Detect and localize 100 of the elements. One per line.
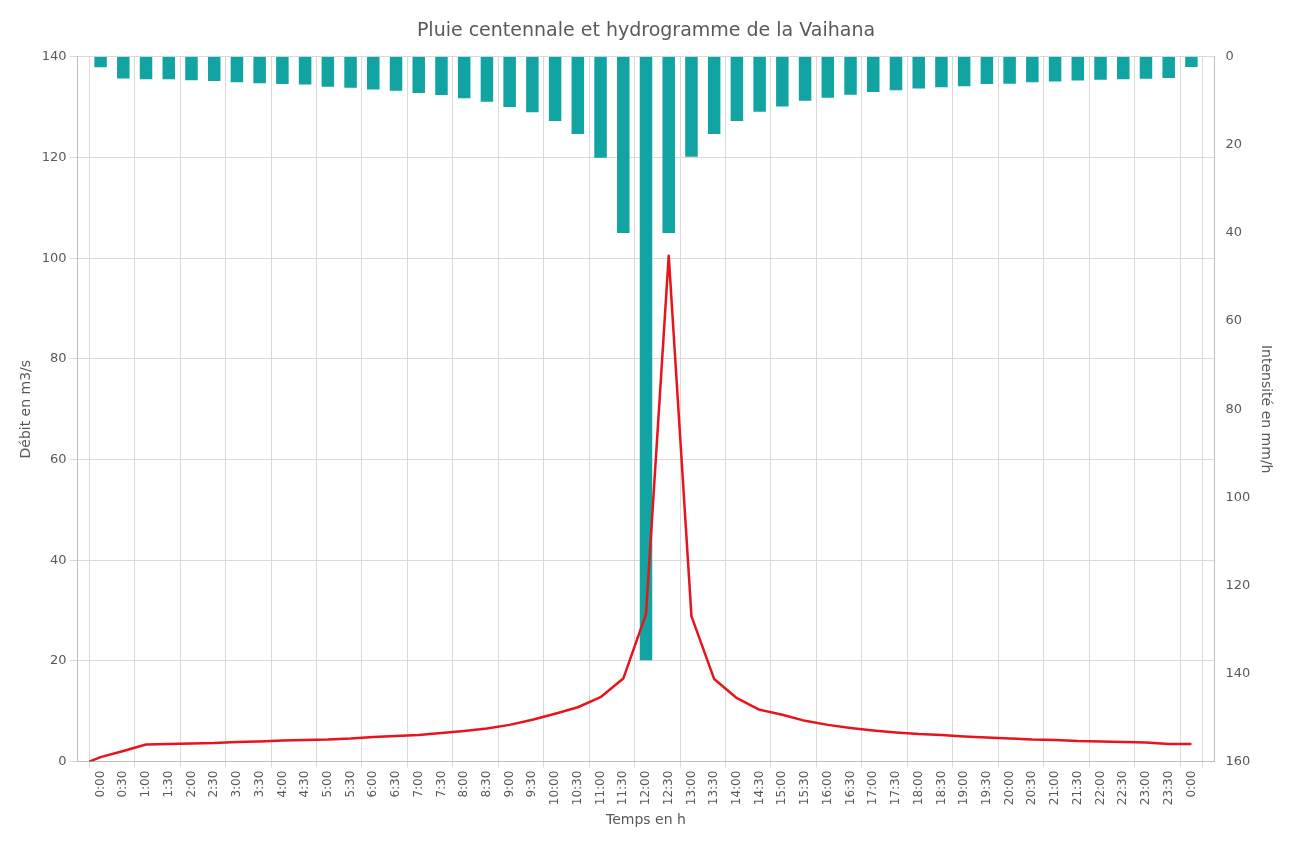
x-tick-label: 23:00 <box>1138 770 1153 806</box>
x-tick-label: 7:00 <box>410 770 425 798</box>
x-tick-label: 21:00 <box>1047 770 1062 806</box>
bar <box>389 56 403 91</box>
bar <box>1026 56 1039 83</box>
x-tick-label: 11:00 <box>592 770 607 806</box>
x-tick-label: 13:00 <box>683 770 698 806</box>
bar <box>1003 56 1016 84</box>
bar <box>480 56 494 102</box>
bar <box>776 56 789 107</box>
x-tick-label: 23:30 <box>1160 770 1175 806</box>
bar <box>457 56 471 99</box>
bar <box>367 56 380 90</box>
x-tick-label: 17:30 <box>888 770 903 806</box>
x-tick-label: 14:00 <box>729 770 744 806</box>
bar <box>980 56 994 85</box>
x-tick-label: 20:00 <box>1001 770 1016 806</box>
bar <box>707 56 721 134</box>
bar <box>1117 56 1130 80</box>
bar <box>617 56 630 233</box>
y2-tick-label: 60 <box>1225 312 1242 328</box>
y2-tick-label: 120 <box>1225 576 1251 592</box>
x-tick-label: 5:00 <box>319 770 334 798</box>
x-tick-label: 1:00 <box>138 770 153 798</box>
bar <box>821 56 835 98</box>
bar <box>253 56 266 84</box>
bar <box>867 56 880 93</box>
y-tick-label: 80 <box>50 350 67 366</box>
bar <box>162 56 175 80</box>
x-tick-label: 13:30 <box>706 770 721 806</box>
x-tick-label: 17:00 <box>865 770 880 806</box>
x-tick-label: 14:30 <box>751 770 766 806</box>
bar <box>798 56 812 101</box>
y2-tick-label: 20 <box>1225 136 1242 152</box>
bar <box>207 56 221 82</box>
y-tick-label: 60 <box>50 450 67 466</box>
bar <box>639 56 653 661</box>
x-tick-label: 20:30 <box>1024 770 1039 806</box>
x-tick-label: 12:00 <box>638 770 653 806</box>
y-tick-label: 20 <box>50 652 67 668</box>
x-tick-label: 4:30 <box>297 770 312 798</box>
bar <box>889 56 903 91</box>
bar <box>1094 56 1107 80</box>
bar <box>1185 56 1198 67</box>
x-tick-label: 3:00 <box>229 770 244 798</box>
y-tick-label: 40 <box>50 551 67 567</box>
bar <box>1071 56 1085 81</box>
bar <box>571 56 585 134</box>
bar <box>844 56 857 95</box>
y2-axis-title: Intensité en mm/h <box>1258 344 1275 474</box>
y2-tick-label: 100 <box>1225 488 1251 504</box>
bar <box>298 56 312 85</box>
y2-tick-label: 160 <box>1225 752 1251 768</box>
chart-title: Pluie centennale et hydrogramme de la Vaihana <box>416 18 876 41</box>
x-tick-label: 19:00 <box>956 770 971 806</box>
bar <box>1162 56 1175 78</box>
x-tick-label: 2:00 <box>183 770 198 798</box>
x-tick-label: 9:30 <box>524 770 539 798</box>
y-axis-title: Débit en m3/s <box>17 359 34 459</box>
x-tick-label: 2:30 <box>206 770 221 798</box>
bar <box>321 56 335 87</box>
bar <box>344 56 357 88</box>
x-tick-label: 6:00 <box>365 770 380 798</box>
x-tick-label: 11:30 <box>615 770 630 806</box>
x-tick-label: 3:30 <box>251 770 266 798</box>
bar <box>412 56 425 93</box>
bar <box>662 56 675 233</box>
x-tick-label: 0:00 <box>1183 770 1198 798</box>
x-tick-label: 15:00 <box>774 770 789 806</box>
bar <box>957 56 971 87</box>
x-tick-label: 0:00 <box>92 770 107 798</box>
bar <box>685 56 698 157</box>
bar <box>935 56 948 88</box>
bar <box>1139 56 1153 79</box>
x-tick-label: 0:30 <box>115 770 130 798</box>
bar <box>139 56 153 80</box>
x-tick-label: 8:30 <box>479 770 494 798</box>
bar <box>753 56 766 112</box>
bar <box>912 56 925 89</box>
x-tick-label: 18:00 <box>910 770 925 806</box>
bar <box>594 56 607 158</box>
bar <box>185 56 198 81</box>
bar <box>276 56 289 85</box>
bar <box>548 56 562 122</box>
x-tick-label: 4:00 <box>274 770 289 798</box>
x-tick-label: 9:00 <box>501 770 516 798</box>
x-tick-label: 22:30 <box>1115 770 1130 806</box>
y-tick-label: 100 <box>41 249 67 265</box>
bar <box>1048 56 1062 82</box>
y2-tick-label: 0 <box>1225 48 1234 64</box>
x-tick-label: 1:30 <box>160 770 175 798</box>
bar <box>94 56 107 68</box>
x-axis-title: Temps en h <box>605 811 686 828</box>
x-tick-label: 10:30 <box>569 770 584 806</box>
y2-tick-label: 140 <box>1225 664 1251 680</box>
x-tick-label: 6:30 <box>388 770 403 798</box>
x-tick-label: 19:30 <box>979 770 994 806</box>
x-tick-label: 21:30 <box>1069 770 1084 806</box>
bar <box>435 56 448 96</box>
x-tick-label: 5:30 <box>342 770 357 798</box>
